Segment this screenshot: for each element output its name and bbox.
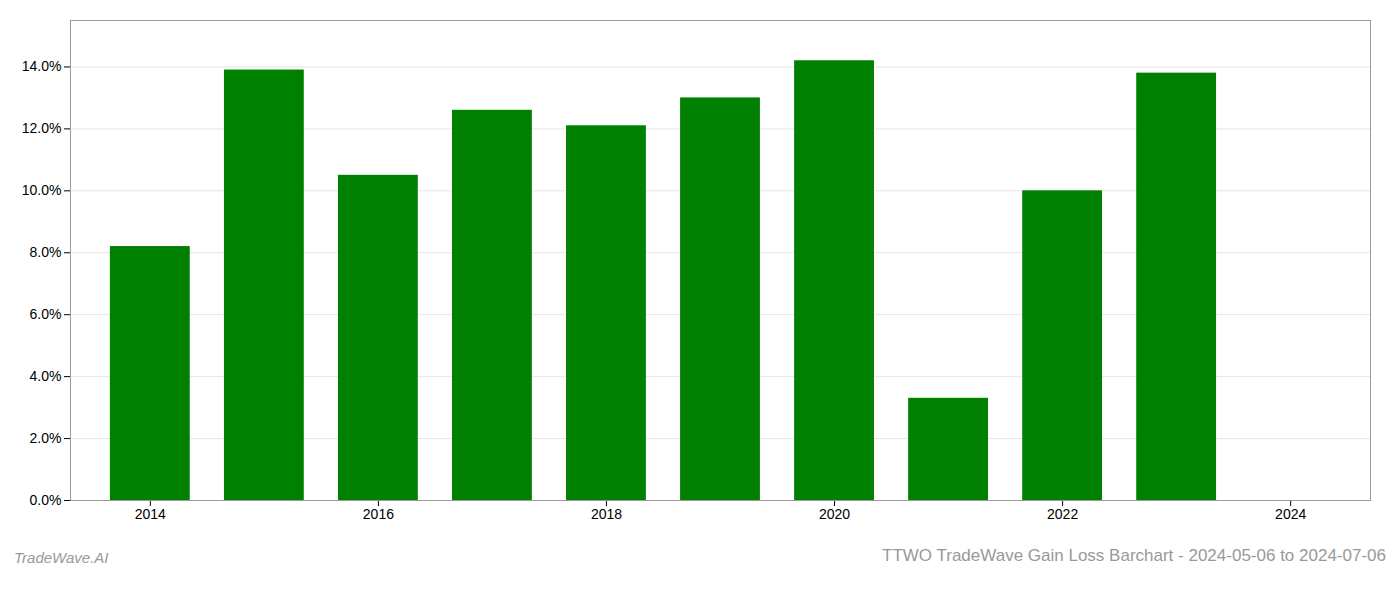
svg-text:10.0%: 10.0% (22, 182, 62, 198)
svg-text:14.0%: 14.0% (22, 58, 62, 74)
svg-text:2020: 2020 (819, 506, 850, 522)
svg-text:6.0%: 6.0% (30, 306, 62, 322)
html-text:TradeWave.AI: TradeWave.AI (14, 549, 109, 566)
svg-text:2022: 2022 (1047, 506, 1078, 522)
svg-text:2.0%: 2.0% (30, 430, 62, 446)
svg-text:4.0%: 4.0% (30, 368, 62, 384)
svg-text:2018: 2018 (591, 506, 622, 522)
svg-text:12.0%: 12.0% (22, 120, 62, 136)
svg-text:8.0%: 8.0% (30, 244, 62, 260)
svg-text:2014: 2014 (135, 506, 166, 522)
svg-text:2016: 2016 (363, 506, 394, 522)
svg-text:2024: 2024 (1275, 506, 1306, 522)
svg-text:0.0%: 0.0% (30, 492, 62, 508)
html-text:TTWO TradeWave Gain Loss Barch: TTWO TradeWave Gain Loss Barchart - 2024… (882, 546, 1386, 565)
